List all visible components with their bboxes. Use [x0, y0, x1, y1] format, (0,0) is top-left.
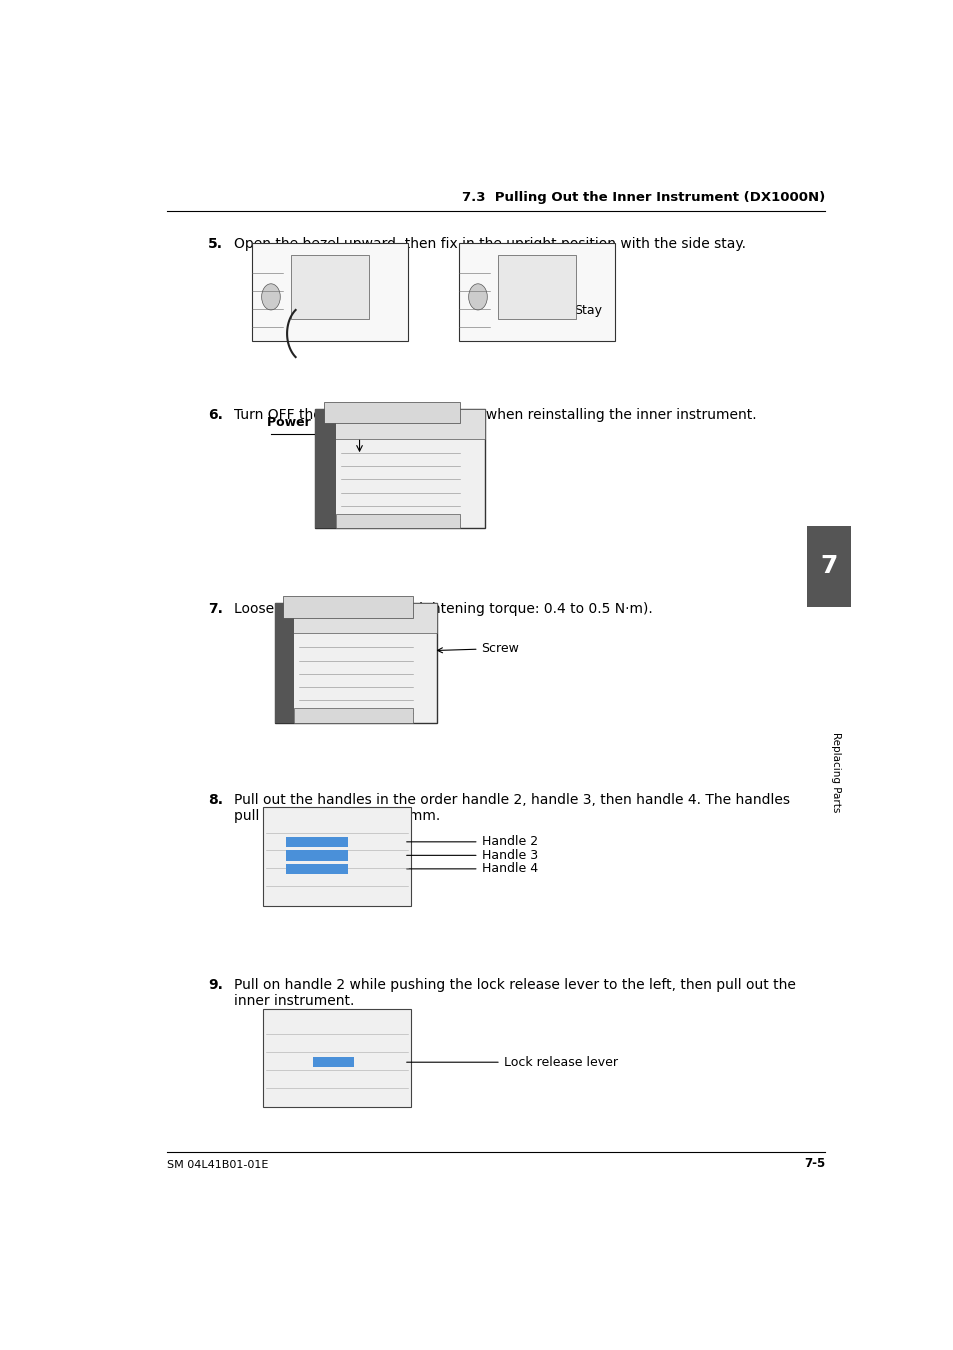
Bar: [285, 864, 348, 873]
Bar: [263, 807, 411, 906]
Text: Turn OFF the power switch. Turn ON when reinstalling the inner instrument.: Turn OFF the power switch. Turn ON when …: [233, 408, 756, 423]
Text: Power switch: Power switch: [267, 416, 360, 429]
Text: Handle 2: Handle 2: [406, 836, 537, 848]
Bar: [459, 243, 614, 342]
FancyBboxPatch shape: [323, 402, 459, 424]
Text: SM 04L41B01-01E: SM 04L41B01-01E: [167, 1160, 269, 1170]
Bar: [274, 603, 294, 722]
Bar: [291, 255, 369, 319]
Text: Lock release lever: Lock release lever: [406, 1056, 617, 1069]
Bar: [274, 603, 436, 633]
Text: 9.: 9.: [208, 977, 223, 992]
FancyBboxPatch shape: [282, 597, 413, 617]
Text: 6.: 6.: [208, 408, 223, 423]
Bar: [335, 514, 459, 528]
Bar: [285, 837, 348, 846]
Bar: [274, 603, 436, 722]
Bar: [263, 1008, 411, 1107]
Text: Loosen the screw. (Screw tightening torque: 0.4 to 0.5 N·m).: Loosen the screw. (Screw tightening torq…: [233, 602, 652, 616]
Text: Screw: Screw: [437, 643, 518, 655]
Text: Open the bezel upward, then fix in the upright position with the side stay.: Open the bezel upward, then fix in the u…: [233, 236, 745, 251]
Text: Pull out the handles in the order handle 2, handle 3, then handle 4. The handles: Pull out the handles in the order handle…: [233, 792, 789, 824]
Bar: [252, 243, 407, 342]
Bar: [806, 526, 850, 608]
Bar: [294, 709, 413, 722]
Bar: [285, 850, 348, 860]
Text: Handle 3: Handle 3: [406, 849, 537, 861]
Circle shape: [261, 284, 280, 310]
Text: Pull on handle 2 while pushing the lock release lever to the left, then pull out: Pull on handle 2 while pushing the lock …: [233, 977, 795, 1008]
Text: 7-5: 7-5: [803, 1157, 824, 1170]
Circle shape: [468, 284, 487, 310]
Text: Handle 4: Handle 4: [406, 863, 537, 875]
Text: Replacing Parts: Replacing Parts: [831, 732, 841, 811]
Text: 7: 7: [820, 555, 837, 578]
Text: 7.3  Pulling Out the Inner Instrument (DX1000N): 7.3 Pulling Out the Inner Instrument (DX…: [461, 190, 824, 204]
Text: 7.: 7.: [208, 602, 223, 616]
Text: 8.: 8.: [208, 792, 223, 807]
Bar: [314, 409, 485, 528]
Bar: [497, 255, 576, 319]
Bar: [313, 1057, 354, 1068]
Bar: [314, 409, 335, 528]
Bar: [314, 409, 485, 439]
Text: 5.: 5.: [208, 236, 223, 251]
Text: Stay: Stay: [546, 300, 601, 317]
